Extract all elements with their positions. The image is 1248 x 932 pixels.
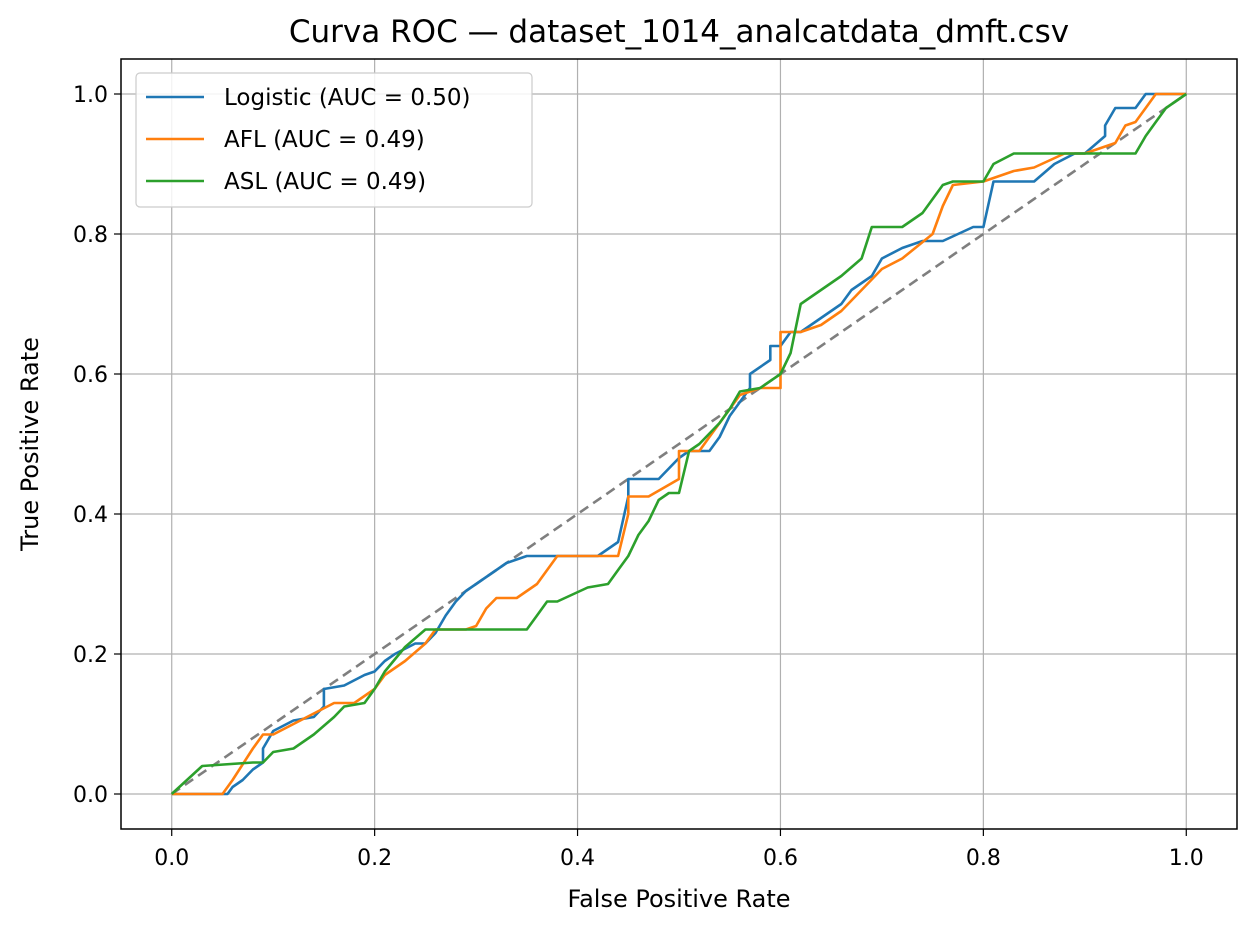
ticks: 0.0 0.2 0.4 0.6 0.8 1.0 0.0 0.2 0.4 0.6 0.8 1.0 <box>73 83 1204 871</box>
x-tick-label: 0.2 <box>357 846 392 871</box>
legend-box <box>135 72 533 208</box>
legend: Logistic (AUC = 0.50) AFL (AUC = 0.49) ASL… <box>135 72 533 208</box>
legend-label: AFL (AUC = 0.49) <box>224 127 425 153</box>
y-tick-label: 0.4 <box>73 503 108 528</box>
y-tick-label: 1.0 <box>73 83 108 108</box>
x-tick-label: 0.8 <box>966 846 1001 871</box>
roc-line-asl <box>170 92 1188 795</box>
series-group <box>170 92 1188 796</box>
x-tick-label: 1.0 <box>1169 846 1204 871</box>
x-axis-label: False Positive Rate <box>567 885 790 913</box>
plot-frame <box>120 58 1238 830</box>
y-tick-label: 0.0 <box>73 783 108 808</box>
roc-line-afl <box>171 92 1187 796</box>
y-tick-label: 0.6 <box>73 363 108 388</box>
x-tick-label: 0.4 <box>560 846 595 871</box>
chance-line <box>170 92 1188 796</box>
x-tick-label: 0.0 <box>154 846 189 871</box>
y-tick-label: 0.2 <box>73 643 108 668</box>
legend-label: ASL (AUC = 0.49) <box>224 169 426 195</box>
chart-title: Curva ROC — dataset_1014_analcatdata_dmf… <box>289 14 1069 50</box>
legend-label: Logistic (AUC = 0.50) <box>224 85 471 111</box>
y-tick-label: 0.8 <box>73 223 108 248</box>
grid <box>121 59 1237 829</box>
y-axis-label: True Positive Rate <box>16 337 44 552</box>
chance-diagonal <box>170 92 1188 796</box>
x-tick-label: 0.6 <box>763 846 798 871</box>
